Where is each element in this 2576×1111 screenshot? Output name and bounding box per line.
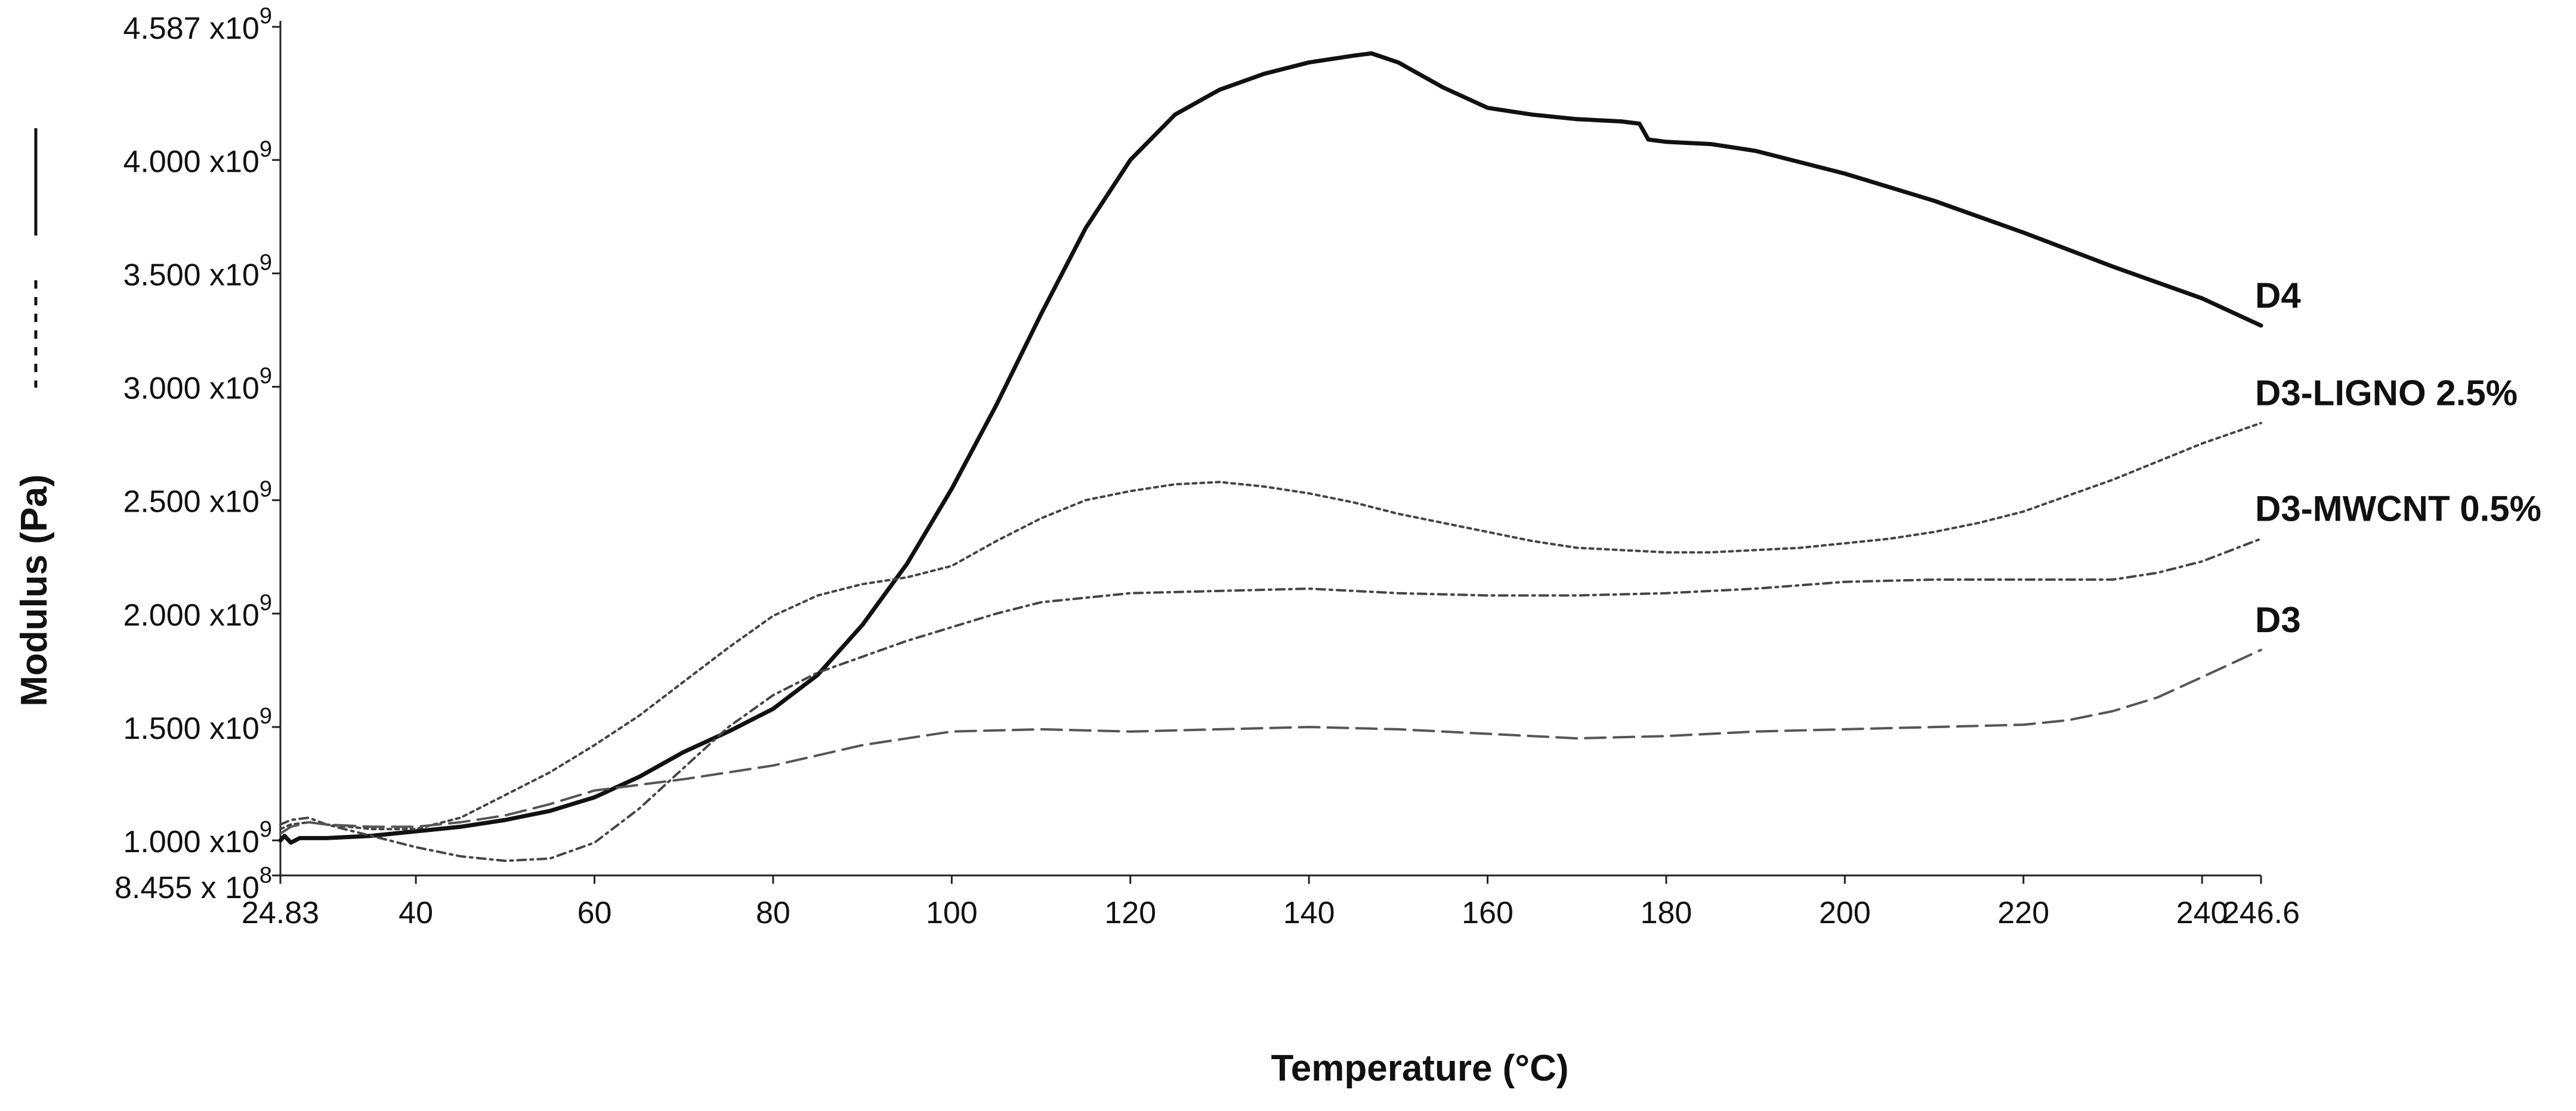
- x-tick-label: 120: [1104, 896, 1156, 930]
- x-tick-label: 100: [926, 896, 978, 930]
- x-tick-label: 60: [577, 896, 612, 930]
- series-lines: [278, 51, 2263, 862]
- y-tick-label: 3.000 x109: [123, 364, 272, 406]
- series-line-d3-ligno-2-5-: [279, 422, 2262, 831]
- x-tick-label: 220: [1997, 896, 2049, 930]
- series-line-d3: [279, 648, 2262, 835]
- x-tick-label: 140: [1283, 896, 1335, 930]
- x-tick-label: 200: [1819, 896, 1871, 930]
- series-label: D3-MWCNT 0.5%: [2255, 488, 2541, 528]
- series-line-d4: [278, 51, 2263, 845]
- x-tick-label: 240: [2176, 896, 2228, 930]
- x-tick-label: 160: [1462, 896, 1514, 930]
- series-label: D3: [2255, 600, 2301, 640]
- series-labels: D4 D3-LIGNO 2.5% D3-MWCNT 0.5% D3: [2255, 276, 2541, 640]
- y-tick-label: 4.587 x109: [123, 4, 272, 46]
- axes: [279, 21, 2261, 877]
- y-tick-label: 2.000 x109: [123, 590, 272, 633]
- x-tick-label: 80: [756, 896, 790, 930]
- y-tick-label: 2.500 x109: [123, 477, 272, 519]
- series-label: D4: [2255, 276, 2301, 315]
- x-tick-label: 40: [399, 896, 433, 930]
- x-axis-title: Temperature (°C): [1271, 1048, 1568, 1089]
- x-tick-label: 24.83: [242, 896, 319, 930]
- y-tick-label: 1.500 x109: [123, 704, 272, 746]
- series-label: D3-LIGNO 2.5%: [2255, 373, 2518, 413]
- x-tick-label: 180: [1641, 896, 1692, 930]
- y-tick-label: 1.000 x109: [123, 817, 272, 859]
- y-tick-label: 8.455 x 108: [115, 863, 272, 905]
- x-tick-label: 246.6: [2222, 896, 2300, 930]
- y-tick-label: 4.000 x109: [123, 137, 272, 179]
- y-axis-title: Modulus (Pa): [14, 474, 55, 706]
- series-line-d3-mwcnt-0-5-: [279, 537, 2262, 862]
- y-tick-label: 3.500 x109: [123, 250, 272, 292]
